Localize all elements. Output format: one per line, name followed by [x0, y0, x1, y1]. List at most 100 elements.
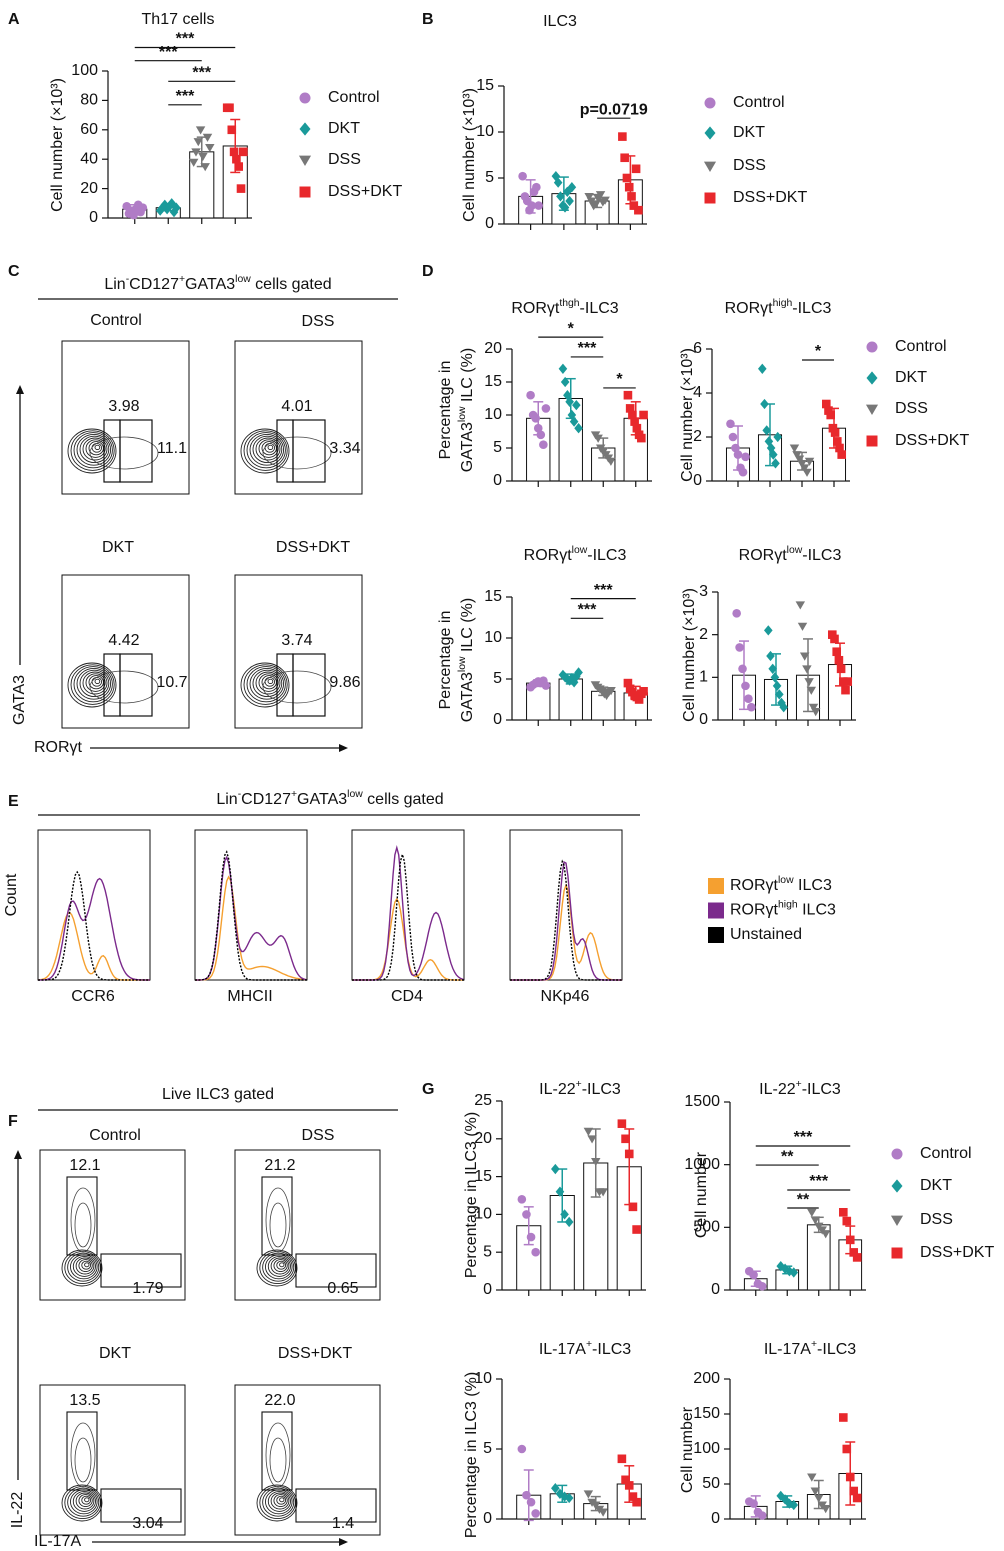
dot [799, 464, 810, 473]
y-axis-label: GATA3 [11, 675, 28, 725]
contour [269, 1202, 287, 1248]
dot [531, 414, 540, 423]
dot [779, 702, 788, 713]
significance-label: * [815, 343, 822, 360]
dot [843, 677, 852, 686]
dot [567, 673, 577, 684]
contour [258, 439, 279, 458]
contour [73, 432, 113, 469]
chart-title-part: IL-22 [539, 1081, 576, 1098]
dot [795, 601, 806, 610]
dot [598, 1508, 608, 1517]
gate-value: 3.04 [132, 1515, 163, 1532]
dot [555, 1186, 565, 1197]
contour [85, 673, 106, 692]
dot [757, 1281, 767, 1291]
dot [165, 201, 174, 212]
dot [234, 162, 244, 171]
panel-header-part: cells gated [363, 791, 444, 808]
y-axis-label: GATA3low ILC (%) [457, 598, 476, 722]
dot [532, 182, 541, 192]
y-tick-label: 50 [702, 1475, 720, 1492]
dot [799, 652, 810, 661]
contour [75, 1492, 95, 1510]
gate-value: 1.4 [332, 1515, 354, 1532]
panel-header-part: low [347, 789, 363, 800]
dot [531, 1509, 540, 1518]
gate-value: 12.1 [69, 1157, 100, 1174]
chart-title: IL-17A+-ILC3 [764, 1339, 856, 1358]
dot [541, 404, 551, 413]
gate [261, 1411, 293, 1491]
dot [625, 404, 635, 413]
chart-title-part: -ILC3 [587, 547, 626, 564]
y-tick-label: 5 [485, 169, 494, 186]
dot [764, 625, 773, 636]
significance-label: *** [192, 65, 211, 82]
dot [526, 390, 535, 400]
panel-header-part: + [291, 789, 297, 800]
dot [820, 1230, 831, 1239]
dot [600, 196, 610, 205]
contour [89, 670, 159, 704]
arrow-head [16, 385, 24, 394]
contour [270, 1492, 290, 1510]
y-tick-label: 0 [711, 1281, 720, 1298]
contour [276, 1260, 287, 1270]
histogram-plot [194, 829, 308, 981]
dot [534, 201, 543, 210]
chart-title-part: -ILC3 [582, 1081, 621, 1098]
dot [188, 158, 199, 167]
y-tick-label: 20 [484, 340, 502, 357]
chart-title: RORγtlow-ILC3 [739, 545, 842, 564]
y-axis-label-part: GATA3 [459, 672, 476, 722]
arrow-head [339, 1538, 348, 1546]
plot-title: DSS [302, 1127, 335, 1144]
contour [267, 1490, 291, 1512]
dot [780, 1263, 790, 1274]
legend-label: Control [328, 89, 380, 106]
y-axis-label-part: Cell number [679, 1406, 696, 1493]
y-tick-label: 5 [483, 1243, 492, 1260]
contour [85, 439, 106, 458]
dot [564, 1492, 574, 1504]
contour [270, 1257, 290, 1275]
panel-header-part: Lin [216, 791, 237, 808]
legend-marker [866, 371, 878, 385]
dot [564, 1216, 574, 1228]
dot [806, 686, 817, 695]
dot [541, 681, 551, 690]
dot [639, 410, 648, 420]
x-axis-label: RORγt [34, 739, 83, 756]
dot [624, 1149, 634, 1159]
contour [255, 437, 281, 461]
histogram-plot [37, 829, 151, 981]
contour [84, 1262, 90, 1268]
dot [741, 452, 750, 462]
panel-letter: C [8, 263, 20, 280]
dot [624, 182, 634, 192]
contour [269, 1437, 287, 1483]
dot [628, 1202, 638, 1212]
dot [202, 133, 213, 142]
legend-label: DSS+DKT [920, 1244, 994, 1261]
y-tick-label: 15 [474, 1168, 492, 1185]
contour [262, 1487, 295, 1517]
contour [262, 1252, 295, 1282]
dot [637, 433, 646, 443]
significance-label: *** [578, 602, 597, 619]
flow-plot [39, 1149, 186, 1301]
dot [191, 148, 201, 157]
dot [639, 687, 648, 696]
legend-marker [866, 435, 878, 447]
legend-label: DKT [895, 369, 927, 386]
contour [79, 435, 110, 464]
chart-title-part: -ILC3 [580, 300, 619, 317]
flow-plot [234, 1384, 381, 1536]
dot [632, 1225, 641, 1234]
y-tick-label: 5 [493, 670, 502, 687]
chart-title-part: + [586, 1339, 592, 1350]
legend-marker [299, 122, 311, 136]
chart-title-part: -ILC3 [592, 1341, 631, 1358]
